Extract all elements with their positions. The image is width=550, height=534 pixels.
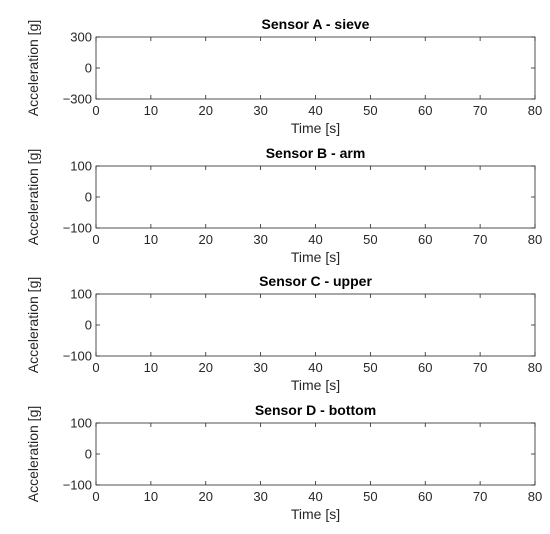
x-tick-label: 60: [418, 103, 432, 118]
y-axis-label: Acceleration [g]: [25, 277, 41, 374]
x-tick-label: 0: [92, 489, 99, 504]
x-tick-label: 40: [308, 232, 322, 247]
axes-box: [95, 293, 536, 357]
x-tick-label: 30: [253, 103, 267, 118]
x-tick-label: 60: [418, 489, 432, 504]
panel-title: Sensor B - arm: [266, 145, 366, 161]
x-tick-label: 0: [92, 360, 99, 375]
axes-box: [95, 422, 536, 486]
y-tick-label: 0: [85, 318, 92, 333]
axes-box: [95, 36, 536, 100]
y-tick-label: −100: [63, 221, 92, 236]
x-axis-label: Time [s]: [291, 377, 340, 393]
y-axis-label: Acceleration [g]: [25, 20, 41, 117]
x-tick-label: 50: [363, 103, 377, 118]
y-tick-label: 0: [85, 447, 92, 462]
x-tick-label: 30: [253, 360, 267, 375]
x-tick-label: 40: [308, 489, 322, 504]
x-axis-label: Time [s]: [291, 249, 340, 265]
panel-title: Sensor A - sieve: [262, 16, 370, 32]
x-tick-label: 70: [473, 489, 487, 504]
x-tick-label: 40: [308, 360, 322, 375]
x-tick-label: 80: [528, 489, 542, 504]
x-tick-label: 0: [92, 103, 99, 118]
y-tick-label: −300: [63, 92, 92, 107]
x-tick-label: 20: [199, 489, 213, 504]
x-tick-label: 80: [528, 103, 542, 118]
x-tick-label: 20: [199, 103, 213, 118]
y-tick-label: 0: [85, 61, 92, 76]
y-tick-label: 300: [70, 30, 92, 45]
x-tick-label: 70: [473, 103, 487, 118]
y-axis-label: Acceleration [g]: [25, 149, 41, 246]
panel-title: Sensor D - bottom: [255, 402, 376, 418]
y-tick-label: 100: [70, 416, 92, 431]
x-tick-label: 40: [308, 103, 322, 118]
x-tick-label: 10: [144, 103, 158, 118]
x-tick-label: 80: [528, 360, 542, 375]
x-tick-label: 30: [253, 232, 267, 247]
x-tick-label: 50: [363, 489, 377, 504]
x-tick-label: 10: [144, 489, 158, 504]
x-tick-label: 60: [418, 232, 432, 247]
x-tick-label: 60: [418, 360, 432, 375]
x-tick-label: 70: [473, 360, 487, 375]
x-tick-label: 50: [363, 360, 377, 375]
y-tick-label: 0: [85, 190, 92, 205]
y-axis-label: Acceleration [g]: [25, 406, 41, 503]
x-tick-label: 0: [92, 232, 99, 247]
x-axis-label: Time [s]: [291, 120, 340, 136]
y-tick-label: −100: [63, 478, 92, 493]
y-tick-label: 100: [70, 287, 92, 302]
panel-title: Sensor C - upper: [259, 273, 372, 289]
x-tick-label: 10: [144, 232, 158, 247]
x-tick-label: 70: [473, 232, 487, 247]
x-tick-label: 20: [199, 232, 213, 247]
y-tick-label: −100: [63, 349, 92, 364]
x-axis-label: Time [s]: [291, 506, 340, 522]
x-tick-label: 20: [199, 360, 213, 375]
x-tick-label: 10: [144, 360, 158, 375]
x-tick-label: 30: [253, 489, 267, 504]
x-tick-label: 50: [363, 232, 377, 247]
y-tick-label: 100: [70, 159, 92, 174]
x-tick-label: 80: [528, 232, 542, 247]
axes-box: [95, 165, 536, 229]
